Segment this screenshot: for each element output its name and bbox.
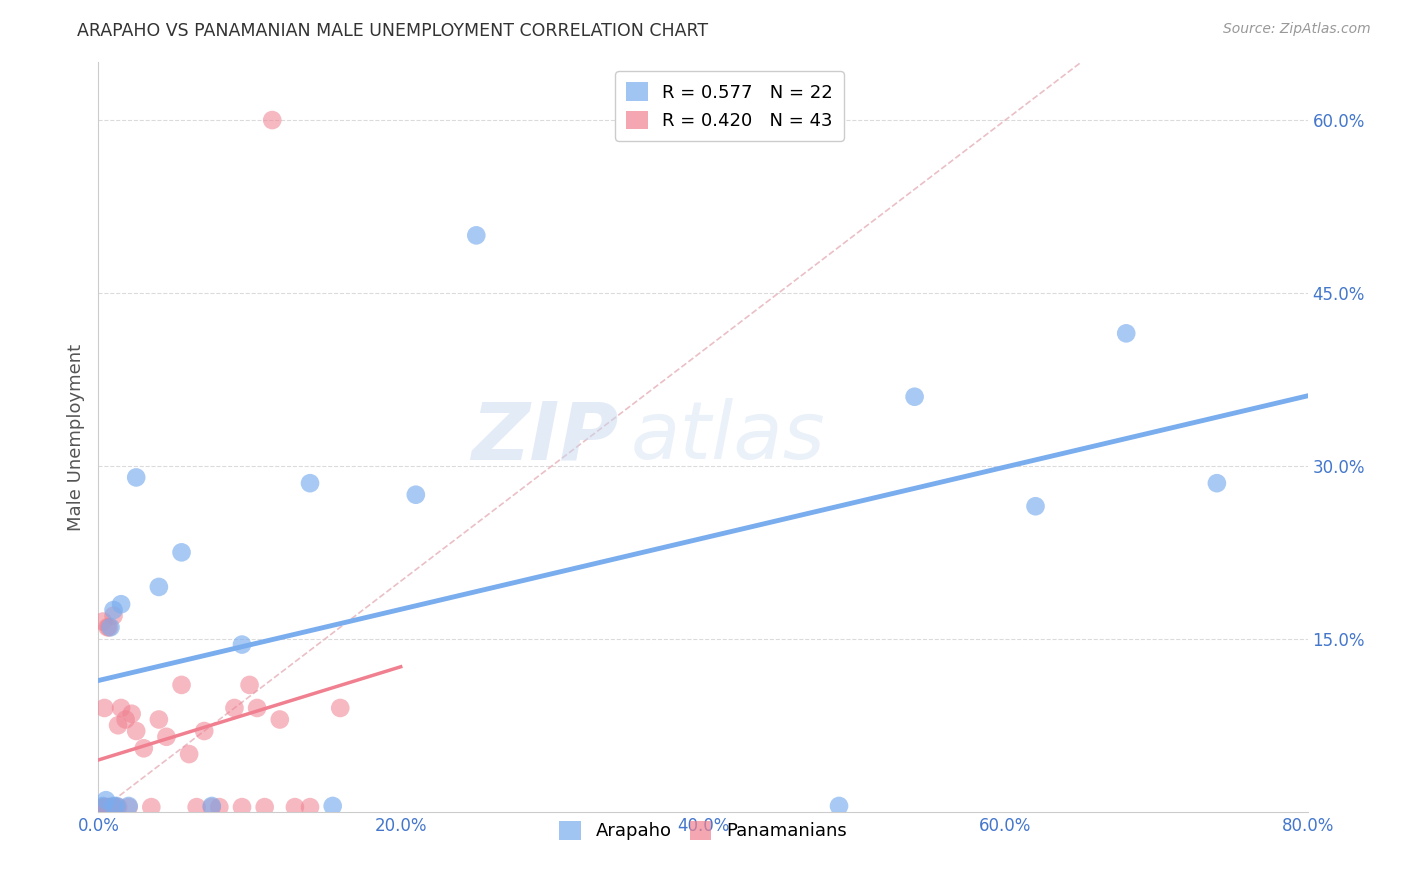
Point [201,800,224,814]
Point [93,701,115,715]
Point [96,620,118,634]
Point [246,701,269,715]
Point [148,713,170,727]
Point [103,799,125,814]
Point [121,706,143,721]
Point [465,228,488,243]
Point [262,113,284,128]
Point [239,678,262,692]
Point [103,608,125,623]
Text: atlas: atlas [630,398,825,476]
Legend: Arapaho, Panamanians: Arapaho, Panamanians [553,814,853,847]
Point [114,713,136,727]
Point [186,800,208,814]
Text: ZIP: ZIP [471,398,619,476]
Point [170,678,193,692]
Text: ARAPAHO VS PANAMANIAN MALE UNEMPLOYMENT CORRELATION CHART: ARAPAHO VS PANAMANIAN MALE UNEMPLOYMENT … [77,22,709,40]
Point [322,799,344,814]
Point [91,800,114,814]
Text: Source: ZipAtlas.com: Source: ZipAtlas.com [1223,22,1371,37]
Point [118,799,141,814]
Point [96,800,118,814]
Point [110,701,132,715]
Point [231,638,253,652]
Point [125,470,148,484]
Point [269,713,291,727]
Point [103,800,125,814]
Point [170,545,193,559]
Point [201,799,224,814]
Point [110,597,132,611]
Point [284,800,307,814]
Point [94,793,117,807]
Point [155,730,177,744]
Point [125,724,148,739]
Point [299,800,322,814]
Point [105,799,128,814]
Point [118,800,141,814]
Point [98,620,121,634]
Point [179,747,201,761]
Y-axis label: Male Unemployment: Male Unemployment [66,343,84,531]
Point [91,800,114,814]
Point [231,800,253,814]
Point [224,701,246,715]
Point [132,741,155,756]
Point [1024,500,1046,514]
Point [103,603,125,617]
Point [107,718,129,732]
Point [904,390,927,404]
Point [105,800,128,814]
Point [828,799,851,814]
Point [299,476,322,491]
Point [329,701,352,715]
Point [193,724,215,739]
Point [405,488,427,502]
Point [93,800,115,814]
Point [103,800,125,814]
Point [91,615,114,629]
Point [100,620,122,634]
Point [90,801,112,815]
Point [89,802,111,816]
Point [91,799,114,814]
Point [1115,326,1137,341]
Point [253,800,276,814]
Point [141,800,163,814]
Point [107,800,129,814]
Point [98,800,121,814]
Point [100,800,122,814]
Point [208,800,231,814]
Point [1206,476,1229,491]
Point [148,580,170,594]
